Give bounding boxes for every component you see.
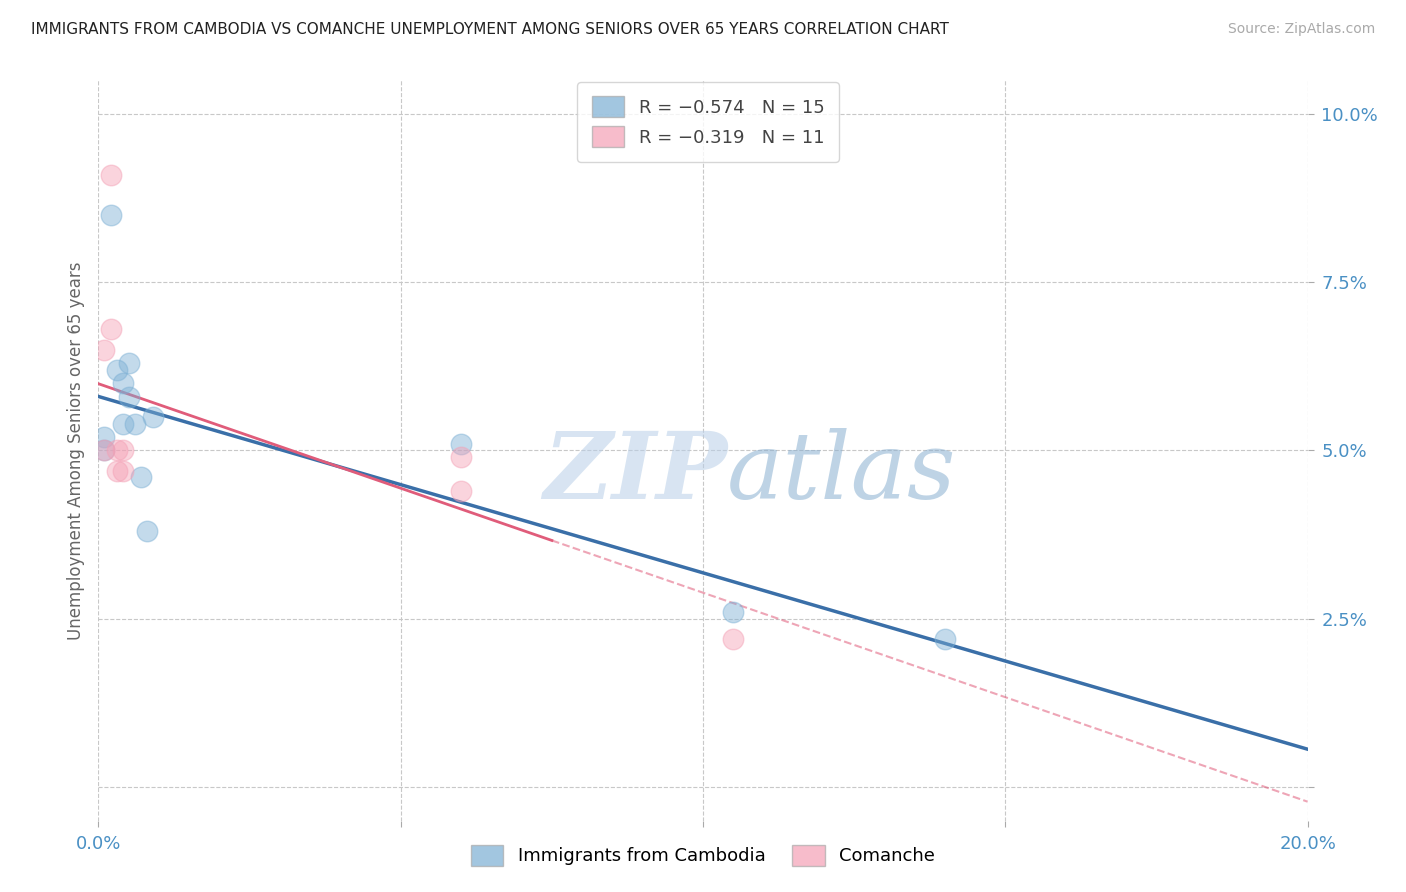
Point: [129, 470, 152, 484]
Legend: Immigrants from Cambodia, Comanche: Immigrants from Cambodia, Comanche: [458, 832, 948, 879]
Point: [118, 390, 141, 404]
Point: [111, 376, 134, 391]
Point: [450, 436, 472, 450]
Point: [934, 632, 956, 646]
Point: [105, 464, 128, 478]
Point: [100, 322, 122, 336]
Point: [723, 605, 745, 619]
Point: [118, 356, 141, 370]
Point: [93, 443, 115, 458]
Text: atlas: atlas: [727, 427, 956, 517]
Point: [111, 417, 134, 431]
Point: [135, 524, 157, 539]
Point: [93, 430, 115, 444]
Point: [111, 464, 134, 478]
Point: [105, 443, 128, 458]
Y-axis label: Unemployment Among Seniors over 65 years: Unemployment Among Seniors over 65 years: [66, 261, 84, 640]
Legend: R = −0.574   N = 15, R = −0.319   N = 11: R = −0.574 N = 15, R = −0.319 N = 11: [578, 82, 839, 161]
Point: [100, 168, 122, 182]
Point: [93, 343, 115, 357]
Point: [100, 208, 122, 222]
Point: [93, 443, 115, 458]
Text: IMMIGRANTS FROM CAMBODIA VS COMANCHE UNEMPLOYMENT AMONG SENIORS OVER 65 YEARS CO: IMMIGRANTS FROM CAMBODIA VS COMANCHE UNE…: [31, 22, 949, 37]
Point: [723, 632, 745, 646]
Text: Source: ZipAtlas.com: Source: ZipAtlas.com: [1227, 22, 1375, 37]
Text: ZIP: ZIP: [543, 427, 727, 517]
Point: [105, 362, 128, 376]
Point: [450, 450, 472, 465]
Point: [111, 443, 134, 458]
Point: [124, 417, 146, 431]
Point: [142, 409, 165, 424]
Point: [450, 483, 472, 498]
